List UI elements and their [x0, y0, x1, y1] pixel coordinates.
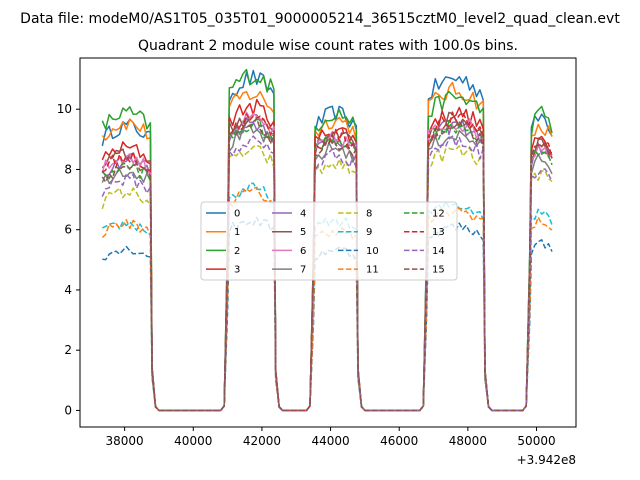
y-tick-label: 8	[64, 162, 72, 176]
legend-label-3: 3	[234, 265, 240, 276]
x-tick-label: 48000	[449, 434, 487, 448]
x-tick-label: 46000	[380, 434, 418, 448]
x-tick-label: 38000	[106, 434, 144, 448]
legend-label-5: 5	[300, 227, 306, 238]
legend-label-14: 14	[432, 246, 445, 257]
legend-label-12: 12	[432, 209, 445, 220]
legend-label-8: 8	[366, 209, 372, 220]
legend-label-2: 2	[234, 246, 240, 257]
y-tick-label: 10	[57, 102, 72, 116]
series-line-8	[101, 144, 553, 412]
legend-label-4: 4	[300, 209, 306, 220]
legend-label-10: 10	[366, 246, 379, 257]
x-axis: 38000 40000 42000 44000 46000 48000 50000	[106, 427, 556, 448]
y-tick-label: 2	[64, 343, 72, 357]
y-tick-label: 6	[64, 223, 72, 237]
x-tick-label: 50000	[517, 434, 555, 448]
x-tick-label: 40000	[174, 434, 212, 448]
legend-box	[200, 201, 458, 281]
legend-label-0: 0	[234, 209, 240, 220]
series-line-15	[101, 117, 553, 412]
plot-frame	[79, 57, 577, 428]
legend-label-6: 6	[300, 246, 306, 257]
legend-label-7: 7	[300, 265, 306, 276]
legend-label-11: 11	[366, 265, 379, 276]
chart-title: Quadrant 2 module wise count rates with …	[138, 38, 518, 54]
figure-suptitle: Data file: modeM0/AS1T05_035T01_90000052…	[20, 11, 620, 27]
x-tick-label: 42000	[243, 434, 281, 448]
y-tick-label: 4	[64, 283, 72, 297]
legend-label-13: 13	[432, 227, 445, 238]
legend-label-9: 9	[366, 227, 372, 238]
y-axis: 0 2 4 6 8 10	[57, 102, 80, 417]
y-tick-label: 0	[64, 403, 72, 417]
legend-label-1: 1	[234, 227, 240, 238]
x-offset-label: +3.942e8	[517, 453, 576, 467]
legend-label-15: 15	[432, 265, 445, 276]
x-tick-label: 44000	[311, 434, 349, 448]
